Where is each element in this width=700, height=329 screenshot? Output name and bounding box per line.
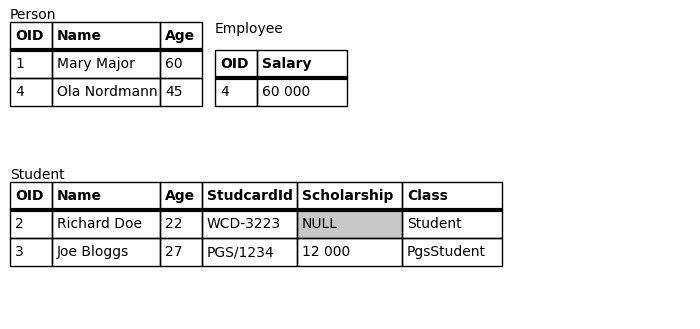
Bar bbox=[402, 182, 502, 210]
Bar bbox=[10, 50, 52, 78]
Text: Salary: Salary bbox=[262, 57, 312, 71]
Bar bbox=[52, 78, 160, 106]
Bar bbox=[10, 22, 52, 50]
Text: OID: OID bbox=[15, 189, 43, 203]
Bar bbox=[10, 182, 52, 210]
Bar bbox=[52, 210, 160, 238]
Bar bbox=[10, 78, 52, 106]
Text: 3: 3 bbox=[15, 245, 24, 259]
Bar bbox=[160, 182, 202, 210]
Text: StudcardId: StudcardId bbox=[207, 189, 293, 203]
Text: 4: 4 bbox=[15, 85, 24, 99]
Bar bbox=[52, 210, 160, 238]
Text: Name: Name bbox=[57, 29, 102, 43]
Bar bbox=[297, 238, 402, 266]
Bar bbox=[202, 238, 297, 266]
Bar bbox=[402, 238, 502, 266]
Bar bbox=[257, 50, 347, 78]
Text: 2: 2 bbox=[15, 217, 24, 231]
Text: 27: 27 bbox=[165, 245, 183, 259]
Text: PGS/1234: PGS/1234 bbox=[207, 245, 274, 259]
Bar bbox=[297, 182, 402, 210]
Bar bbox=[10, 22, 52, 50]
Text: Person: Person bbox=[10, 8, 57, 22]
Bar bbox=[215, 78, 257, 106]
Text: 22: 22 bbox=[165, 217, 183, 231]
Bar bbox=[52, 182, 160, 210]
Text: Mary Major: Mary Major bbox=[57, 57, 135, 71]
Bar bbox=[257, 78, 347, 106]
Bar bbox=[52, 22, 160, 50]
Text: Ola Nordmann: Ola Nordmann bbox=[57, 85, 158, 99]
Bar bbox=[257, 78, 347, 106]
Bar bbox=[52, 22, 160, 50]
Bar bbox=[297, 182, 402, 210]
Bar bbox=[297, 210, 402, 238]
Bar bbox=[297, 210, 402, 238]
Bar bbox=[202, 182, 297, 210]
Bar bbox=[202, 182, 297, 210]
Bar bbox=[10, 238, 52, 266]
Bar bbox=[160, 78, 202, 106]
Bar bbox=[160, 238, 202, 266]
Bar bbox=[52, 50, 160, 78]
Text: Age: Age bbox=[165, 189, 195, 203]
Bar bbox=[160, 22, 202, 50]
Text: Joe Bloggs: Joe Bloggs bbox=[57, 245, 130, 259]
Bar bbox=[10, 210, 52, 238]
Bar bbox=[402, 238, 502, 266]
Bar bbox=[202, 210, 297, 238]
Text: OID: OID bbox=[15, 29, 43, 43]
Bar bbox=[160, 182, 202, 210]
Bar bbox=[160, 238, 202, 266]
Text: 1: 1 bbox=[15, 57, 24, 71]
Bar bbox=[10, 78, 52, 106]
Bar bbox=[160, 210, 202, 238]
Text: NULL: NULL bbox=[302, 217, 338, 231]
Bar bbox=[52, 182, 160, 210]
Bar bbox=[402, 182, 502, 210]
Bar bbox=[402, 210, 502, 238]
Bar bbox=[215, 50, 257, 78]
Text: 45: 45 bbox=[165, 85, 183, 99]
Bar bbox=[215, 78, 257, 106]
Text: Student: Student bbox=[407, 217, 461, 231]
Text: WCD-3223: WCD-3223 bbox=[207, 217, 281, 231]
Text: OID: OID bbox=[220, 57, 248, 71]
Bar bbox=[160, 22, 202, 50]
Bar bbox=[297, 238, 402, 266]
Bar bbox=[10, 182, 52, 210]
Text: 4: 4 bbox=[220, 85, 229, 99]
Bar bbox=[52, 50, 160, 78]
Bar bbox=[160, 50, 202, 78]
Bar bbox=[10, 238, 52, 266]
Bar bbox=[160, 50, 202, 78]
Bar bbox=[215, 50, 257, 78]
Bar bbox=[52, 78, 160, 106]
Text: Name: Name bbox=[57, 189, 102, 203]
Text: Class: Class bbox=[407, 189, 448, 203]
Text: PgsStudent: PgsStudent bbox=[407, 245, 486, 259]
Text: Employee: Employee bbox=[215, 22, 284, 36]
Bar bbox=[160, 78, 202, 106]
Bar bbox=[52, 238, 160, 266]
Text: 12 000: 12 000 bbox=[302, 245, 350, 259]
Text: 60: 60 bbox=[165, 57, 183, 71]
Bar bbox=[202, 238, 297, 266]
Bar bbox=[202, 210, 297, 238]
Bar bbox=[257, 50, 347, 78]
Text: 60 000: 60 000 bbox=[262, 85, 310, 99]
Text: Age: Age bbox=[165, 29, 195, 43]
Text: Student: Student bbox=[10, 168, 64, 182]
Bar bbox=[160, 210, 202, 238]
Text: Richard Doe: Richard Doe bbox=[57, 217, 142, 231]
Bar bbox=[402, 210, 502, 238]
Bar bbox=[10, 50, 52, 78]
Bar bbox=[10, 210, 52, 238]
Text: Scholarship: Scholarship bbox=[302, 189, 393, 203]
Bar bbox=[52, 238, 160, 266]
